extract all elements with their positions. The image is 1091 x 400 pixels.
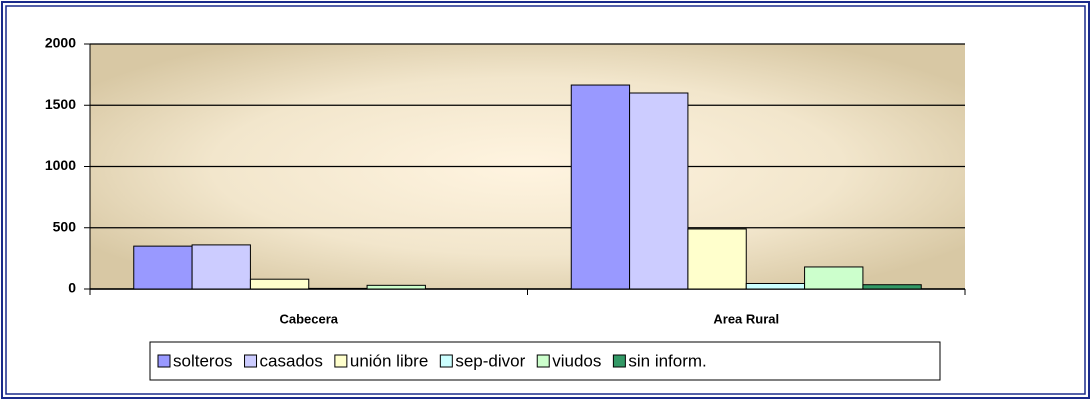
legend-label: casados xyxy=(260,351,323,370)
bar xyxy=(308,287,368,290)
bar xyxy=(745,282,806,290)
legend-label: unión libre xyxy=(350,351,428,370)
y-tick-label: 0 xyxy=(68,280,76,296)
y-tick-label: 500 xyxy=(53,218,77,234)
x-tick-label: Cabecera xyxy=(279,311,338,326)
bar xyxy=(804,266,864,290)
y-tick-label: 2000 xyxy=(45,35,76,51)
bar xyxy=(629,92,689,290)
y-tick-label: 1000 xyxy=(45,157,76,173)
bar xyxy=(133,245,193,290)
legend-swatch xyxy=(157,354,171,368)
bar xyxy=(249,278,310,290)
inner-frame xyxy=(5,5,1086,395)
y-tick-label: 1500 xyxy=(45,96,76,112)
legend-swatch xyxy=(244,354,258,368)
x-tick-label: Area Rural xyxy=(713,311,779,326)
bar xyxy=(570,84,631,290)
legend-label: viudos xyxy=(552,351,601,370)
legend-label: sep-divor xyxy=(455,351,525,370)
bar xyxy=(191,244,251,290)
bar xyxy=(862,284,922,290)
legend-swatch xyxy=(334,354,348,368)
legend-label: sin inform. xyxy=(628,351,706,370)
legend-swatch xyxy=(439,354,453,368)
bar xyxy=(687,228,747,290)
bar xyxy=(366,284,426,290)
legend-label: solteros xyxy=(173,351,233,370)
legend-swatch xyxy=(536,354,550,368)
legend-swatch xyxy=(612,354,626,368)
